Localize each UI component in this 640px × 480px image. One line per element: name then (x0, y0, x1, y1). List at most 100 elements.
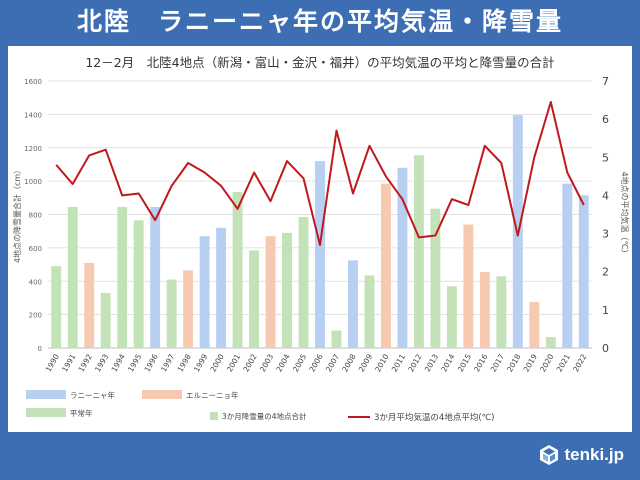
y-tick-label-right: 6 (602, 113, 609, 126)
snowfall-bar (249, 250, 260, 348)
y-tick-label-left: 1400 (24, 111, 42, 119)
y-tick-label-left: 1600 (24, 78, 42, 86)
x-tick-label: 1995 (126, 352, 143, 373)
snowfall-bar (364, 275, 375, 348)
y-tick-label-left: 1000 (24, 178, 42, 186)
footer-bar (0, 432, 640, 480)
snowfall-bar (216, 227, 227, 348)
y-tick-label-right: 5 (602, 151, 609, 164)
snowfall-bar (117, 206, 128, 348)
snowfall-bar (529, 302, 540, 348)
brand-name: tenki.jp (564, 445, 624, 464)
y-tick-label-right: 1 (602, 304, 609, 317)
x-tick-label: 2001 (225, 352, 242, 373)
chart-title: 12－2月 北陸4地点（新潟・富山・金沢・福井）の平均気温の平均と降雪量の合計 (85, 55, 555, 70)
x-tick-label: 1999 (192, 352, 209, 373)
header-bar: 北陸 ラニーニャ年の平均気温・降雪量 (0, 0, 640, 46)
legend-normal-label: 平常年 (70, 408, 93, 418)
y-tick-label-right: 4 (602, 189, 609, 202)
x-tick-label: 2010 (373, 352, 390, 373)
chart-panel: 12－2月 北陸4地点（新潟・富山・金沢・福井）の平均気温の平均と降雪量の合計 … (8, 46, 632, 432)
y-tick-label-right: 0 (602, 342, 609, 355)
y-axis-title-right: 4地点の平均気温（℃） (620, 171, 630, 257)
snowfall-bar (348, 260, 358, 348)
snowfall-bar (199, 236, 210, 348)
x-tick-label: 2017 (489, 352, 506, 373)
snowfall-bar (562, 183, 573, 348)
snowfall-bar (463, 224, 474, 348)
x-tick-label: 2014 (439, 352, 456, 373)
snowfall-bar (545, 337, 556, 348)
x-tick-label: 2019 (522, 352, 539, 373)
snowfall-bar (265, 236, 276, 348)
x-tick-label: 2000 (208, 352, 225, 373)
snowfall-bar (84, 262, 95, 348)
x-tick-label: 1993 (93, 352, 110, 373)
x-tick-label: 2018 (505, 352, 522, 373)
snowfall-bar (430, 208, 441, 348)
x-tick-label: 2002 (241, 352, 258, 373)
snowfall-bar (100, 292, 111, 348)
x-tick-label: 1996 (143, 352, 160, 373)
page-title: 北陸 ラニーニャ年の平均気温・降雪量 (76, 7, 563, 36)
x-tick-label: 2003 (258, 352, 275, 373)
x-tick-label: 2013 (423, 352, 440, 373)
x-tick-label: 2008 (340, 352, 357, 373)
x-tick-label: 2004 (274, 352, 291, 373)
snowfall-bar (166, 279, 177, 348)
snowfall-bar (298, 217, 309, 348)
y-tick-label-right: 2 (602, 266, 609, 279)
snowfall-bar (315, 161, 325, 348)
x-tick-label: 2022 (571, 352, 588, 373)
brand-logo: tenki.jp (538, 440, 624, 470)
snowfall-bar (479, 272, 490, 348)
legend-snow-series-swatch (210, 412, 218, 420)
x-tick-label: 2011 (390, 352, 407, 373)
snowfall-bar (496, 276, 507, 348)
legend-snow-series-label: 3か月降雪量の4地点合計 (222, 411, 307, 421)
chart-svg: 0 200 400 600 800 1000 1200 1400 1600 0 1 2 3 4 5 6 7 199… (12, 75, 630, 423)
y-tick-label-left: 800 (29, 212, 42, 220)
y-tick-label-right: 3 (602, 228, 609, 241)
snowfall-bar (446, 286, 457, 348)
temperature-line (55, 101, 585, 246)
snowfall-bar (67, 206, 78, 348)
snowfall-bar (150, 206, 161, 348)
snowfall-bar (413, 155, 424, 348)
y-tick-label-left: 200 (29, 312, 42, 320)
x-tick-label: 2021 (555, 352, 572, 373)
tenki-logo-icon (540, 445, 559, 465)
snowfall-bar (397, 167, 408, 348)
y-tick-label-left: 0 (38, 345, 42, 353)
legend-lanina-swatch (26, 390, 66, 399)
y-tick-label-left: 1200 (24, 145, 42, 153)
snowfall-bar (331, 330, 342, 348)
snowfall-bar (51, 266, 62, 348)
y-tick-label-left: 400 (29, 278, 42, 286)
y-tick-label-left: 600 (29, 245, 42, 253)
x-tick-label: 2012 (406, 352, 423, 373)
x-tick-label: 1997 (159, 352, 176, 373)
x-tick-label: 1991 (60, 352, 77, 373)
x-tick-label: 2015 (456, 352, 473, 373)
snowfall-bar (183, 270, 194, 348)
x-tick-label: 1990 (44, 352, 61, 373)
snowfall-bar (380, 183, 391, 348)
x-tick-label: 2009 (357, 352, 374, 373)
snowfall-bar (133, 220, 144, 348)
x-tick-label: 1994 (110, 352, 127, 373)
x-tick-label: 1998 (176, 352, 193, 373)
y-axis-title-left: 4地点の降雪量合計（cm） (12, 166, 22, 263)
x-tick-label: 1992 (77, 352, 94, 373)
x-tick-label: 2007 (324, 352, 341, 373)
snowfall-bar (578, 195, 589, 348)
legend-elnino-label: エルニーニョ年 (186, 390, 239, 400)
x-tick-label: 2016 (472, 352, 489, 373)
legend-lanina-label: ラニーニャ年 (70, 390, 115, 400)
legend-elnino-swatch (142, 390, 182, 399)
x-tick-label: 2020 (538, 352, 555, 373)
x-tick-label: 2006 (307, 352, 324, 373)
x-tick-label: 2005 (291, 352, 308, 373)
snowfall-bar (232, 191, 243, 348)
legend-normal-swatch (26, 408, 66, 417)
